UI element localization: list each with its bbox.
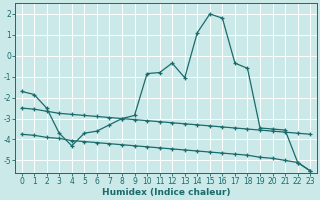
X-axis label: Humidex (Indice chaleur): Humidex (Indice chaleur) bbox=[102, 188, 230, 197]
